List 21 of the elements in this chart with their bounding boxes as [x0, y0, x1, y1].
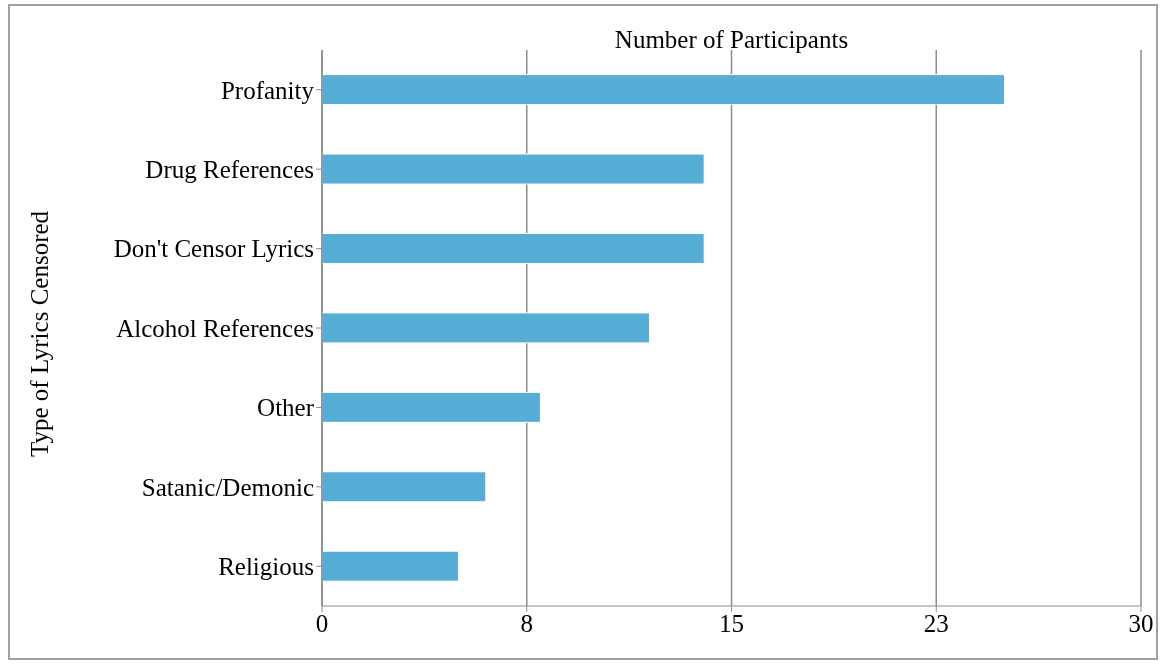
x-tick-label: 0 — [315, 609, 329, 637]
x-tick-label: 23 — [923, 609, 949, 637]
y-axis-title: Type of Lyrics Censored — [26, 210, 54, 458]
y-tick-label: Drug References — [145, 156, 314, 184]
y-tick-label: Religious — [218, 553, 314, 581]
bar — [322, 471, 487, 503]
bar — [322, 391, 541, 423]
x-tick-label: 30 — [1128, 609, 1154, 637]
x-tick-label: 15 — [719, 609, 744, 637]
y-tick-label: Satanic/Demonic — [141, 473, 314, 501]
bar — [322, 153, 705, 185]
bar — [322, 74, 1005, 106]
bar — [322, 312, 651, 344]
x-axis-title: Number of Participants — [613, 26, 850, 54]
y-tick-label: Profanity — [220, 76, 315, 104]
x-tick-label: 8 — [520, 609, 533, 637]
y-tick-label: Don't Censor Lyrics — [113, 235, 314, 263]
bar — [322, 232, 705, 264]
y-tick-label: Alcohol References — [116, 314, 314, 342]
bar — [322, 550, 459, 582]
y-tick-label: Other — [257, 394, 315, 422]
